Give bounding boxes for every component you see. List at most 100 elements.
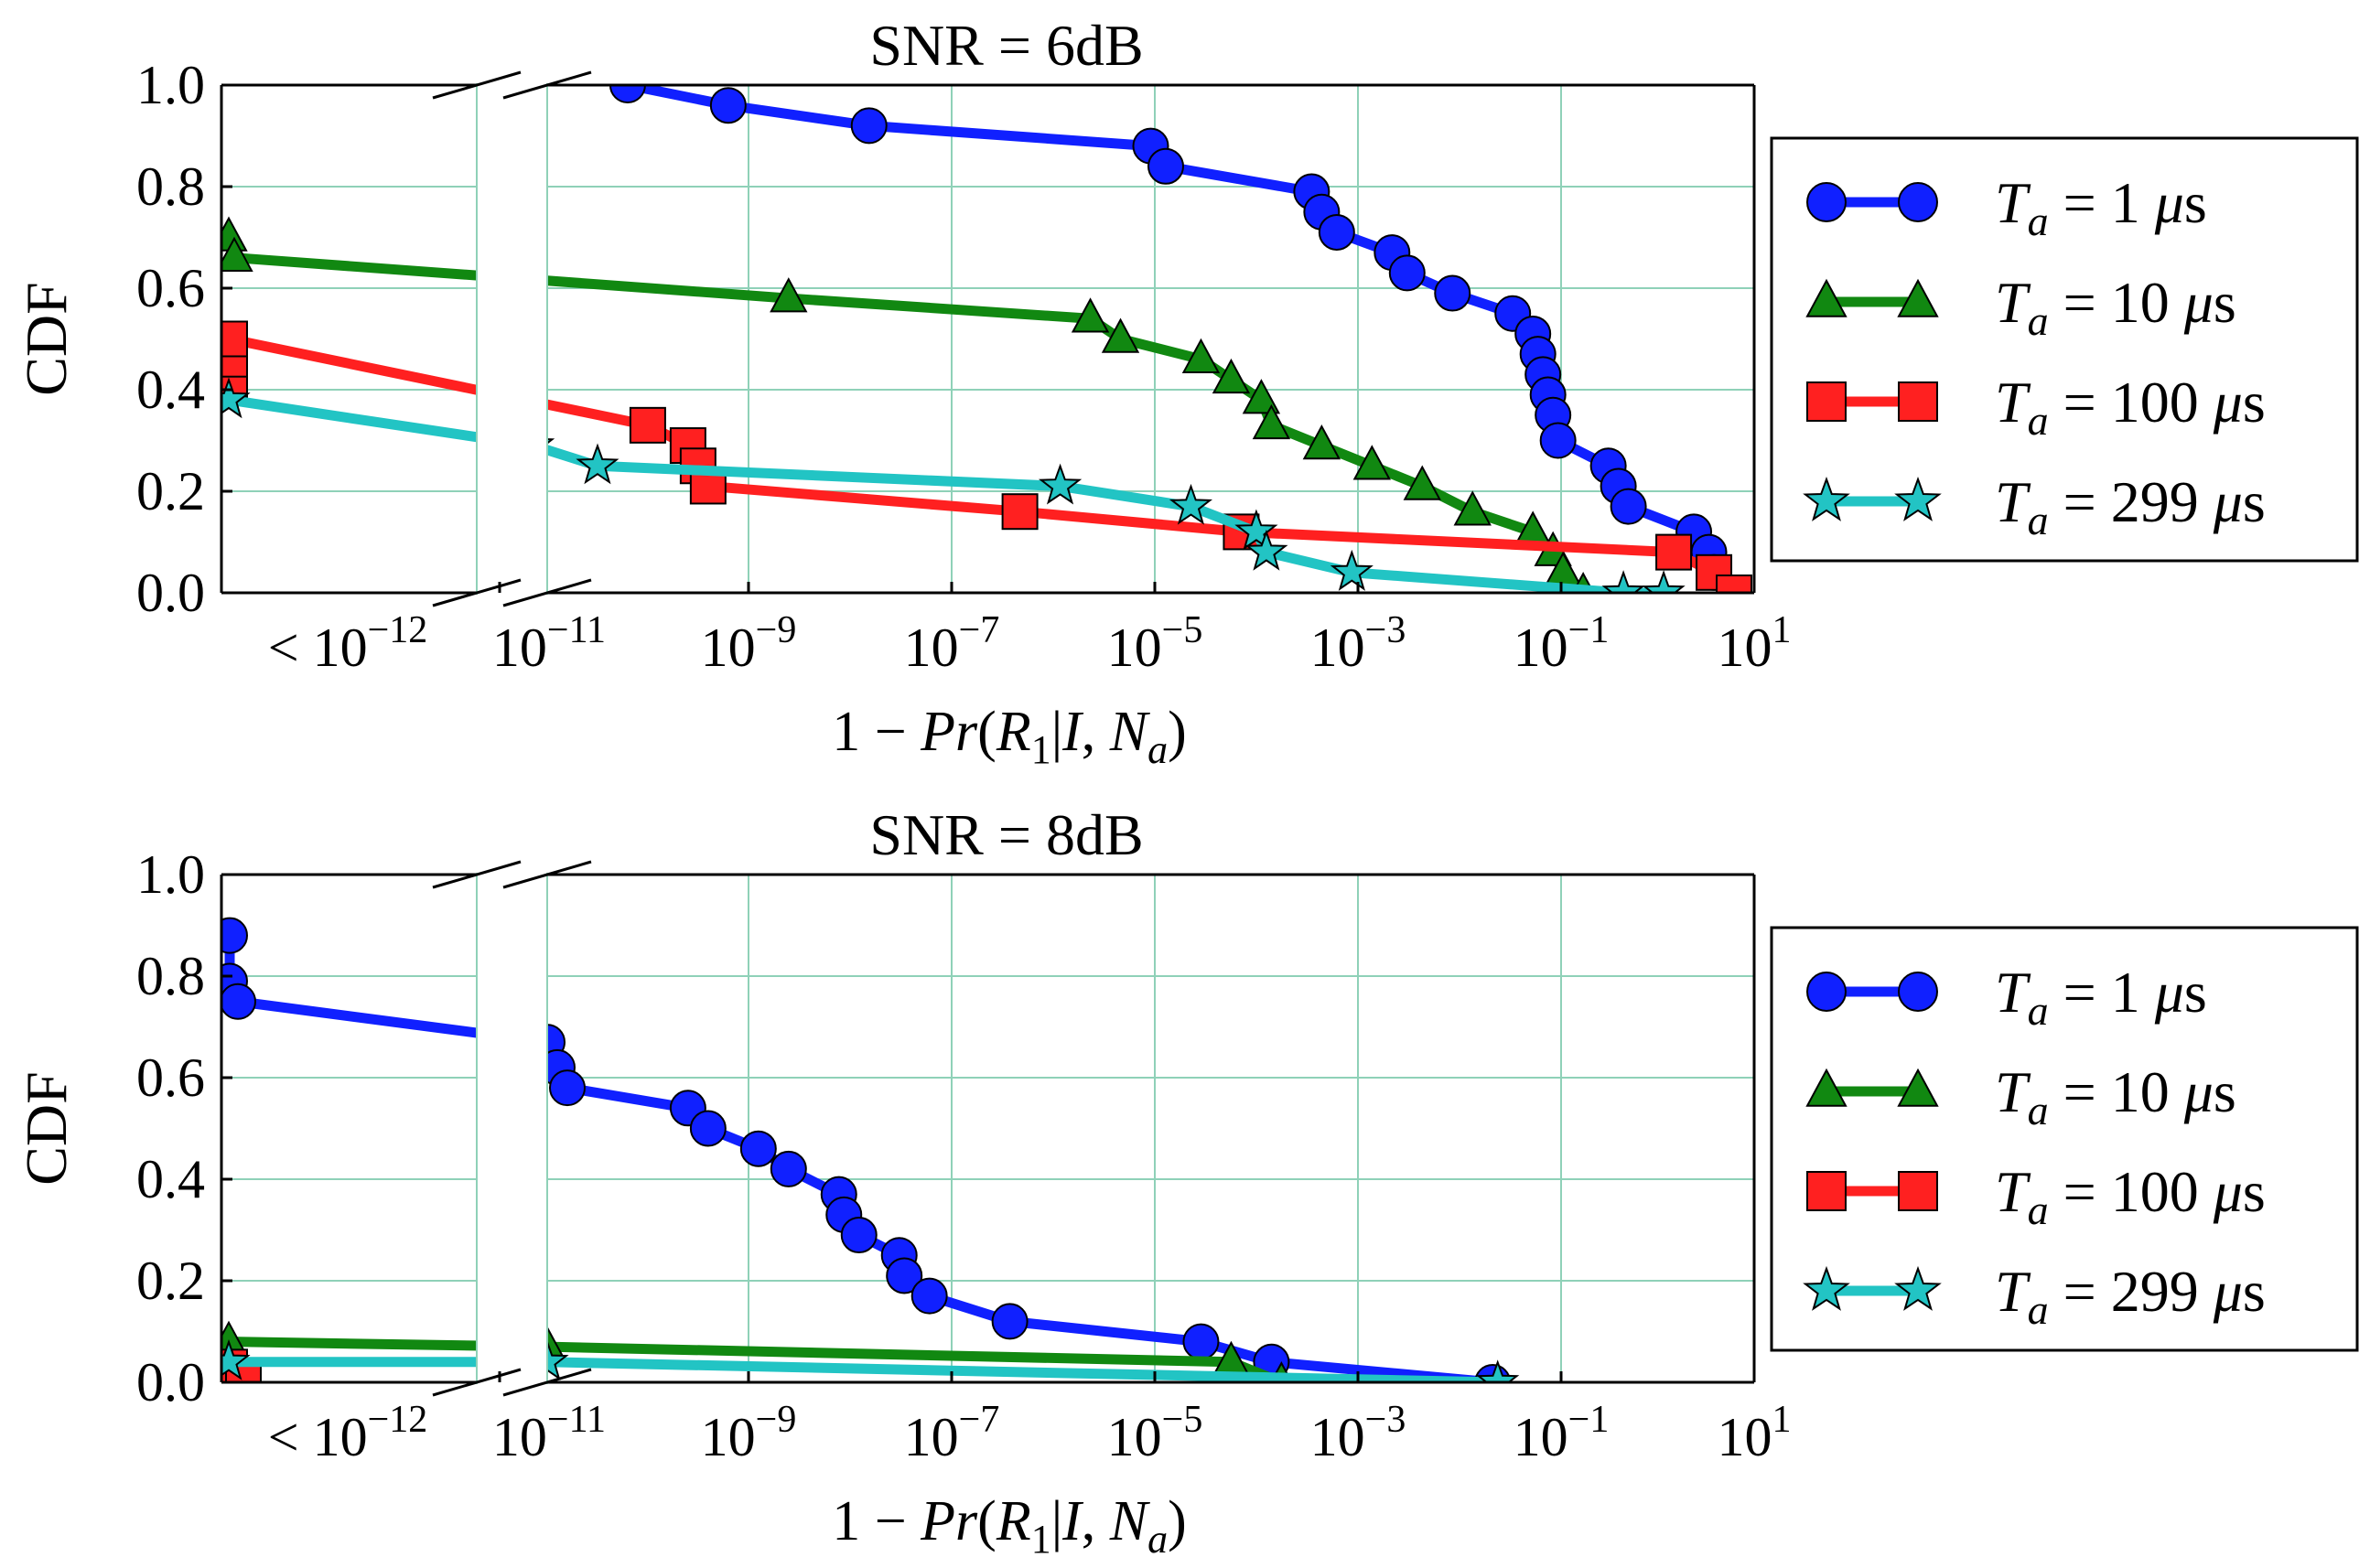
legend-marker bbox=[1805, 1068, 1848, 1107]
x-tick-label: 10−5 bbox=[1107, 1399, 1203, 1467]
chart-title: SNR = 6dB bbox=[869, 13, 1143, 78]
data-point bbox=[1601, 570, 1645, 593]
series-line bbox=[224, 334, 1738, 593]
data-point bbox=[1242, 379, 1281, 414]
data-point bbox=[1234, 509, 1278, 551]
x-tick-label: 10−1 bbox=[1514, 609, 1610, 678]
legend-marker bbox=[1806, 381, 1847, 422]
axis-break-mark bbox=[432, 1368, 522, 1397]
legend-label: Ta = 1 μs bbox=[1995, 170, 2207, 244]
y-tick-label: 0.0 bbox=[136, 1352, 205, 1412]
x-tick-label: 10−3 bbox=[1310, 609, 1406, 678]
data-point bbox=[221, 320, 248, 358]
legend-item-1: Ta = 1 μs bbox=[1806, 170, 2207, 244]
y-tick-label: 1.0 bbox=[136, 55, 205, 115]
data-point bbox=[1182, 1323, 1220, 1360]
legend-marker bbox=[1803, 1265, 1850, 1311]
legend-label: Ta = 100 μs bbox=[1995, 1159, 2266, 1233]
legend-item-2: Ta = 10 μs bbox=[1805, 1059, 2236, 1133]
data-point bbox=[910, 1277, 948, 1315]
data-point bbox=[609, 85, 646, 103]
legend-label: Ta = 10 μs bbox=[1995, 1059, 2236, 1133]
y-tick-label: 0.2 bbox=[136, 1251, 205, 1311]
axis-break-mark bbox=[432, 860, 522, 889]
data-point bbox=[1038, 463, 1083, 505]
x-axis-ticks: < 10−12 10−11 10−9 10−7 10−5 10−3 10−1 101 bbox=[268, 582, 1792, 678]
data-point bbox=[1181, 338, 1221, 373]
data-point bbox=[1252, 403, 1291, 440]
legend-item-1: Ta = 1 μs bbox=[1806, 960, 2207, 1034]
x-axis-ticks: < 10−12 10−11 10−9 10−7 10−5 10−3 10−1 101 bbox=[268, 1371, 1792, 1467]
legend-marker bbox=[1803, 476, 1850, 521]
series-1 bbox=[609, 85, 1733, 591]
legend-box bbox=[1770, 136, 2359, 563]
y-axis-label: CDF bbox=[14, 282, 79, 396]
chart-title: SNR = 8dB bbox=[869, 802, 1143, 867]
data-point bbox=[709, 87, 747, 124]
legend-marker bbox=[1894, 476, 1942, 521]
data-point bbox=[1476, 1359, 1520, 1382]
data-point bbox=[1244, 529, 1288, 571]
legend-item-4: Ta = 299 μs bbox=[1803, 469, 2266, 543]
data-point bbox=[1071, 297, 1110, 333]
legend-marker bbox=[1897, 278, 1939, 317]
y-axis-ticks: 0.0 0.2 0.4 0.6 0.8 1.0 bbox=[136, 844, 232, 1412]
x-tick-label: 10−9 bbox=[701, 1399, 797, 1467]
x-tick-label: 101 bbox=[1718, 609, 1792, 678]
x-tick-label: 10−1 bbox=[1514, 1399, 1610, 1467]
legend: Ta = 1 μs Ta = 10 μs Ta = 100 μs Ta = 299 μ… bbox=[1770, 926, 2359, 1352]
x-tick-label: 10−7 bbox=[904, 1399, 1000, 1467]
y-tick-label: 0.0 bbox=[136, 563, 205, 623]
legend-marker bbox=[1897, 1068, 1939, 1107]
y-axis-ticks: 0.0 0.2 0.4 0.6 0.8 1.0 bbox=[136, 55, 232, 623]
y-tick-label: 0.6 bbox=[136, 1047, 205, 1108]
x-axis-label: 1 − Pr(R1|I, Na) bbox=[832, 1490, 1187, 1562]
series-line bbox=[228, 394, 1664, 593]
data-point bbox=[1302, 424, 1341, 460]
x-tick-label: 10−3 bbox=[1310, 1399, 1406, 1467]
data-point bbox=[548, 1069, 586, 1107]
legend-label: Ta = 100 μs bbox=[1995, 370, 2266, 444]
data-point bbox=[1403, 465, 1441, 500]
y-tick-label: 0.8 bbox=[136, 946, 205, 1006]
legend-label: Ta = 1 μs bbox=[1995, 960, 2207, 1034]
data-point bbox=[886, 1257, 923, 1294]
x-tick-label: 10−9 bbox=[701, 609, 797, 678]
axis-break-mark bbox=[502, 70, 592, 100]
y-tick-label: 0.2 bbox=[136, 461, 205, 521]
data-point bbox=[221, 1339, 251, 1380]
legend-item-3: Ta = 100 μs bbox=[1806, 1159, 2266, 1233]
data-point bbox=[850, 107, 888, 145]
data-point bbox=[1352, 445, 1391, 480]
data-point bbox=[770, 1150, 807, 1187]
data-point bbox=[1655, 533, 1693, 571]
data-point bbox=[1539, 422, 1577, 459]
data-point bbox=[1101, 317, 1140, 353]
series-3 bbox=[221, 320, 1753, 593]
legend: Ta = 1 μs Ta = 10 μs Ta = 100 μs Ta = 299 μ… bbox=[1770, 136, 2359, 563]
legend-item-4: Ta = 299 μs bbox=[1803, 1259, 2266, 1333]
data-point bbox=[221, 917, 248, 954]
chart-panel-snr-6db: 0.0 0.2 0.4 0.6 0.8 1.0 < 10−12 10−11 10−9 10−7 10… bbox=[14, 13, 2359, 772]
axis-break-gap bbox=[477, 80, 547, 598]
data-point bbox=[1001, 493, 1039, 531]
x-tick-label: 101 bbox=[1718, 1399, 1792, 1467]
data-point bbox=[1330, 549, 1374, 591]
chart-panel-snr-8db: 0.0 0.2 0.4 0.6 0.8 1.0 < 10−12 10−11 10−9 10−7 10… bbox=[14, 802, 2359, 1562]
legend-marker bbox=[1898, 1171, 1938, 1211]
data-point bbox=[1212, 358, 1251, 394]
data-point bbox=[1388, 254, 1426, 292]
plot-area bbox=[221, 85, 1753, 593]
x-tick-label: 10−5 bbox=[1107, 609, 1203, 678]
data-point bbox=[991, 1303, 1029, 1340]
data-point bbox=[1642, 570, 1686, 593]
x-tick-label: 10−11 bbox=[492, 609, 606, 678]
data-point bbox=[1318, 213, 1355, 251]
legend-item-3: Ta = 100 μs bbox=[1806, 370, 2266, 444]
x-tick-label: 10−11 bbox=[492, 1399, 606, 1467]
legend-box bbox=[1770, 926, 2359, 1352]
x-tick-label: 10−7 bbox=[904, 609, 1000, 678]
legend-marker bbox=[1894, 1265, 1942, 1311]
y-tick-label: 0.6 bbox=[136, 258, 205, 318]
data-point bbox=[840, 1217, 878, 1254]
